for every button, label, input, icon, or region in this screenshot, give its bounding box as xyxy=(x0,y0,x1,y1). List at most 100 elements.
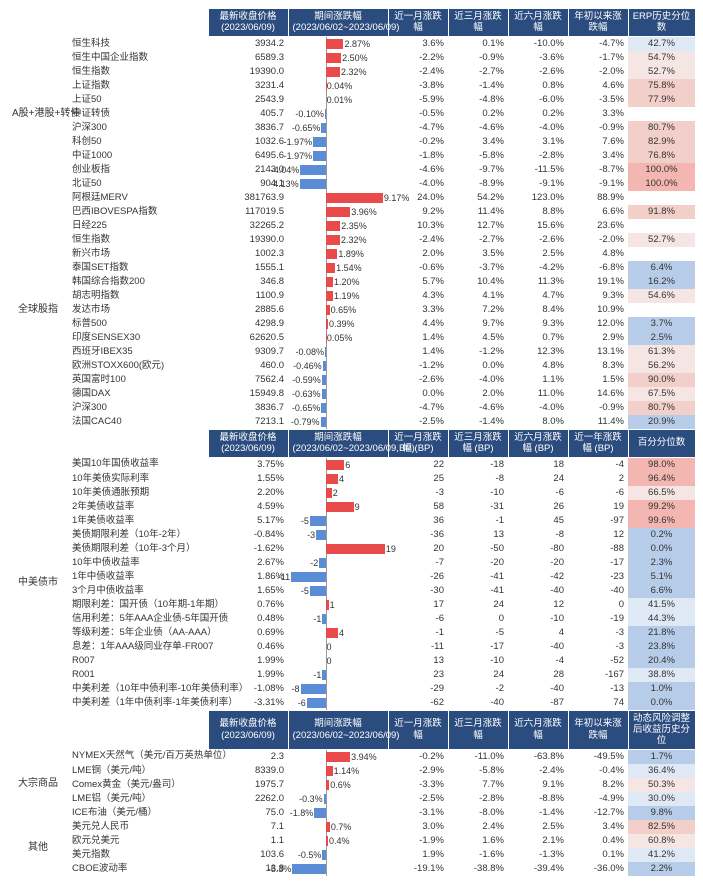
data-row: 标普5004298.90.39%4.4%9.7%9.3%12.0%3.7% xyxy=(8,317,695,331)
category-label: 大宗商品 xyxy=(8,749,68,820)
data-row: 美债期限利差（10年-2年）-0.84%-3-3613-8120.2% xyxy=(8,528,695,542)
period-bar: 0.4% xyxy=(288,834,388,848)
percentile-cell: 41.2% xyxy=(628,848,695,862)
period-bar: -1 xyxy=(288,612,388,626)
value-cell: -10 xyxy=(508,612,568,626)
value-cell: 3.0% xyxy=(388,820,448,834)
value-cell: 2.4% xyxy=(448,820,508,834)
value-cell: 3.3% xyxy=(388,303,448,317)
data-row: 10年美债通胀预期2.20%2-3-10-6-666.5% xyxy=(8,486,695,500)
value-cell: 9.3% xyxy=(508,317,568,331)
value-cell: -6 xyxy=(388,612,448,626)
data-row: 巴西IBOVESPA指数117019.53.96%9.2%11.4%8.8%6.… xyxy=(8,205,695,219)
price-cell: 1.55% xyxy=(208,472,288,486)
value-cell: -40 xyxy=(568,584,628,598)
value-cell: 8.4% xyxy=(508,303,568,317)
price-cell: 32265.2 xyxy=(208,219,288,233)
value-cell: 12.0% xyxy=(568,317,628,331)
value-cell: -3.5% xyxy=(568,93,628,107)
price-cell: 405.7 xyxy=(208,107,288,121)
period-bar: -0.65% xyxy=(288,121,388,135)
value-cell: 3.3% xyxy=(568,107,628,121)
value-cell: 1.1% xyxy=(508,373,568,387)
value-cell: -2.4% xyxy=(388,233,448,247)
value-cell: -2.7% xyxy=(448,233,508,247)
row-name: 欧元兑美元 xyxy=(68,834,208,848)
value-cell: -4.7% xyxy=(388,121,448,135)
value-cell: 24 xyxy=(508,472,568,486)
value-cell: 0 xyxy=(568,598,628,612)
value-cell: 18 xyxy=(508,457,568,472)
col-header xyxy=(8,710,68,749)
period-bar: -1.97% xyxy=(288,149,388,163)
price-cell: 7213.1 xyxy=(208,415,288,429)
value-cell: -80 xyxy=(508,542,568,556)
period-bar: -0.3% xyxy=(288,792,388,806)
value-cell: 14.6% xyxy=(568,387,628,401)
col-header: ERP历史分位数 xyxy=(628,9,695,37)
percentile-cell: 96.4% xyxy=(628,472,695,486)
value-cell: -5 xyxy=(448,626,508,640)
value-cell: 12 xyxy=(508,598,568,612)
period-bar: 1.89% xyxy=(288,247,388,261)
price-cell: 2885.6 xyxy=(208,303,288,317)
value-cell: 2 xyxy=(568,472,628,486)
value-cell: -20 xyxy=(448,556,508,570)
price-cell: 3836.7 xyxy=(208,121,288,135)
price-cell: 381763.9 xyxy=(208,191,288,205)
value-cell: 3.4% xyxy=(568,149,628,163)
value-cell: -2.8% xyxy=(448,792,508,806)
price-cell: 15949.8 xyxy=(208,387,288,401)
value-cell: -8.8% xyxy=(508,792,568,806)
category-label: 其他 xyxy=(8,820,68,876)
value-cell: 54.2% xyxy=(448,191,508,205)
percentile-cell: 91.8% xyxy=(628,205,695,219)
value-cell: -3.7% xyxy=(448,261,508,275)
period-bar: 4 xyxy=(288,626,388,640)
value-cell: -38.8% xyxy=(448,862,508,876)
price-cell: 2262.0 xyxy=(208,792,288,806)
price-cell: 1975.7 xyxy=(208,778,288,792)
value-cell: -4.2% xyxy=(508,261,568,275)
percentile-cell: 41.5% xyxy=(628,598,695,612)
value-cell: -9.1% xyxy=(508,177,568,191)
percentile-cell: 54.6% xyxy=(628,289,695,303)
period-bar: -0.65% xyxy=(288,401,388,415)
data-row: 中证转债405.7-0.10%-0.5%0.2%0.2%3.3% xyxy=(8,107,695,121)
row-name: 1年美债收益率 xyxy=(68,514,208,528)
value-cell: 3.5% xyxy=(448,247,508,261)
value-cell: -18 xyxy=(448,457,508,472)
period-bar: 2 xyxy=(288,486,388,500)
percentile-cell: 52.7% xyxy=(628,65,695,79)
value-cell: -0.9% xyxy=(568,401,628,415)
row-name: NYMEX天然气（美元/百万英热单位） xyxy=(68,749,208,764)
value-cell: -40 xyxy=(448,696,508,710)
price-cell: 117019.5 xyxy=(208,205,288,219)
value-cell: 12 xyxy=(568,528,628,542)
price-cell: 346.8 xyxy=(208,275,288,289)
value-cell: -1.3% xyxy=(508,848,568,862)
price-cell: 103.6 xyxy=(208,848,288,862)
value-cell: -49.5% xyxy=(568,749,628,764)
value-cell: 10.4% xyxy=(448,275,508,289)
percentile-cell: 1.0% xyxy=(628,682,695,696)
value-cell: -52 xyxy=(568,654,628,668)
value-cell: 11.3% xyxy=(508,275,568,289)
row-name: 中美利差（1年中债利率-1年美债利率） xyxy=(68,696,208,710)
value-cell: -1.6% xyxy=(448,848,508,862)
period-bar: 4 xyxy=(288,472,388,486)
row-name: 美国10年国债收益率 xyxy=(68,457,208,472)
value-cell: -2.0% xyxy=(568,65,628,79)
period-bar: -1.8% xyxy=(288,806,388,820)
percentile-cell: 82.9% xyxy=(628,135,695,149)
value-cell: -17 xyxy=(568,556,628,570)
value-cell: -1 xyxy=(448,514,508,528)
value-cell: -0.2% xyxy=(388,135,448,149)
data-row: 3个月中债收益率1.65%-5-30-41-40-406.6% xyxy=(8,584,695,598)
value-cell: -5.9% xyxy=(388,93,448,107)
value-cell: 1.6% xyxy=(448,834,508,848)
row-name: 中证1000 xyxy=(68,149,208,163)
value-cell: -5.8% xyxy=(448,764,508,778)
price-cell: 6495.6 xyxy=(208,149,288,163)
price-cell: 2.20% xyxy=(208,486,288,500)
